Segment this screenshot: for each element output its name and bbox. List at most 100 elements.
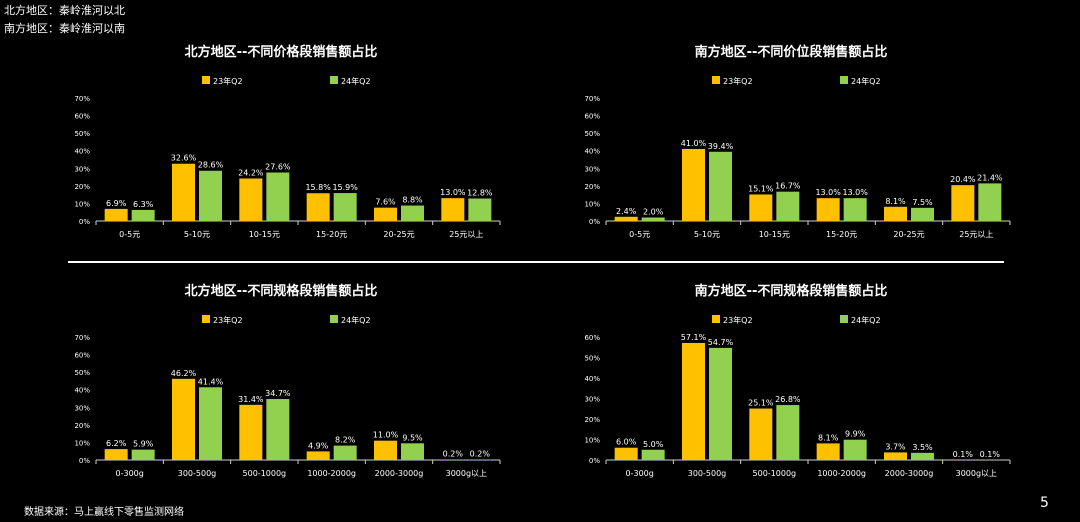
data-label: 24.2% [238, 168, 264, 177]
region-note-south: 南方地区：秦岭淮河以南 [4, 22, 125, 35]
data-label: 46.2% [171, 369, 197, 378]
legend-swatch [712, 315, 720, 323]
data-label: 6.0% [616, 438, 637, 447]
y-tick-label: 50% [584, 355, 600, 363]
legend-label: 23年Q2 [723, 76, 753, 86]
x-tick-label: 3000g以上 [446, 469, 487, 478]
data-label: 13.0% [815, 188, 841, 197]
data-label: 0.2% [470, 450, 491, 459]
x-tick-label: 25元以上 [959, 230, 993, 239]
data-label: 2.0% [643, 207, 664, 216]
y-tick-label: 40% [584, 375, 600, 383]
chart-title: 南方地区--不同价位段销售额占比 [695, 44, 888, 60]
bar-24q2 [911, 452, 934, 460]
chart-south-price: 南方地区--不同价位段销售额占比 23年Q2 24年Q2 0% 10% 20% 30% 40%… [584, 44, 1011, 239]
chart-south-size: 南方地区--不同规格段销售额占比 23年Q2 24年Q2 0% 10% 20% 30% 40%… [584, 283, 1011, 478]
data-label: 6.2% [106, 439, 127, 448]
data-label: 26.8% [775, 395, 801, 404]
bar-24q2 [401, 443, 424, 460]
data-label: 3.5% [912, 443, 933, 452]
x-tick-label: 500-1000g [243, 469, 287, 478]
bar-24q2 [911, 207, 934, 221]
bar-23q2 [104, 208, 128, 221]
data-label: 8.8% [402, 196, 423, 205]
y-tick-label: 70% [74, 334, 90, 342]
bar-23q2 [104, 449, 128, 460]
bar-23q2 [614, 447, 638, 460]
legend-swatch [202, 76, 210, 84]
y-tick-label: 0% [589, 457, 600, 465]
data-label: 41.4% [198, 377, 224, 386]
data-label: 5.9% [133, 440, 154, 449]
y-tick-label: 60% [584, 334, 600, 342]
bar-24q2 [641, 217, 665, 221]
x-tick-label: 500-1000g [753, 469, 797, 478]
page-number: 5 [1040, 495, 1049, 511]
bar-23q2 [682, 148, 705, 221]
legend-label: 23年Q2 [213, 76, 243, 86]
chart-north-price: 北方地区--不同价格段销售额占比 23年Q2 24年Q2 0% 10% 20% 30% 40%… [74, 44, 501, 239]
bar-23q2 [749, 408, 773, 460]
data-label: 0.1% [980, 450, 1001, 459]
x-tick-label: 10-15元 [759, 230, 790, 239]
data-label: 0.1% [953, 450, 974, 459]
bar-24q2 [131, 209, 155, 221]
data-label: 8.2% [335, 436, 356, 445]
data-label: 21.4% [977, 173, 1003, 182]
bar-24q2 [333, 445, 357, 460]
data-label: 25.1% [748, 399, 774, 408]
y-tick-label: 50% [584, 130, 600, 138]
data-label: 7.5% [912, 198, 933, 207]
chart-north-size: 北方地区--不同规格段销售额占比 23年Q2 24年Q2 0% 10% 20% 30% 40%… [74, 283, 501, 478]
x-tick-label: 25元以上 [449, 230, 483, 239]
data-label: 9.9% [845, 430, 866, 439]
legend-swatch [840, 76, 848, 84]
x-tick-label: 5-10元 [184, 230, 210, 239]
bar-23q2 [172, 378, 195, 460]
legend-swatch [202, 315, 210, 323]
data-source-note: 数据来源：马上赢线下零售监测网络 [24, 507, 184, 518]
x-tick-label: 5-10元 [694, 230, 720, 239]
bar-24q2 [709, 347, 732, 460]
x-tick-label: 10-15元 [249, 230, 280, 239]
y-tick-label: 30% [74, 165, 90, 173]
y-tick-label: 10% [584, 200, 600, 208]
y-tick-label: 20% [74, 422, 90, 430]
y-tick-label: 60% [74, 113, 90, 121]
data-label: 6.3% [133, 200, 154, 209]
x-tick-label: 2000-3000g [885, 469, 934, 478]
y-tick-label: 20% [584, 416, 600, 424]
bar-23q2 [682, 342, 705, 460]
y-tick-label: 40% [74, 387, 90, 395]
data-label: 5.0% [643, 440, 664, 449]
bar-23q2 [306, 193, 330, 221]
bar-24q2 [131, 449, 155, 460]
data-label: 12.8% [467, 189, 493, 198]
y-tick-label: 50% [74, 369, 90, 377]
data-label: 8.1% [818, 433, 839, 442]
data-label: 41.0% [681, 139, 707, 148]
bar-23q2 [239, 404, 263, 460]
data-label: 15.1% [748, 184, 774, 193]
x-tick-label: 20-25元 [383, 230, 414, 239]
data-label: 2.4% [616, 207, 637, 216]
bar-23q2 [172, 163, 195, 221]
legend-label: 24年Q2 [341, 315, 371, 325]
data-label: 8.1% [885, 197, 906, 206]
data-label: 57.1% [681, 333, 707, 342]
bar-24q2 [266, 172, 290, 221]
legend-swatch [330, 315, 338, 323]
legend-swatch [712, 76, 720, 84]
data-label: 15.8% [305, 183, 331, 192]
x-tick-label: 2000-3000g [375, 469, 424, 478]
bar-24q2 [978, 183, 1002, 221]
data-label: 0.2% [443, 450, 464, 459]
x-tick-label: 0-300g [116, 469, 144, 478]
region-note-north: 北方地区：秦岭淮河以北 [4, 4, 125, 17]
y-tick-label: 0% [589, 218, 600, 226]
legend-label: 24年Q2 [851, 76, 881, 86]
bar-24q2 [709, 151, 732, 221]
data-label: 7.6% [375, 198, 396, 207]
bar-24q2 [401, 205, 424, 221]
bar-24q2 [641, 449, 665, 460]
